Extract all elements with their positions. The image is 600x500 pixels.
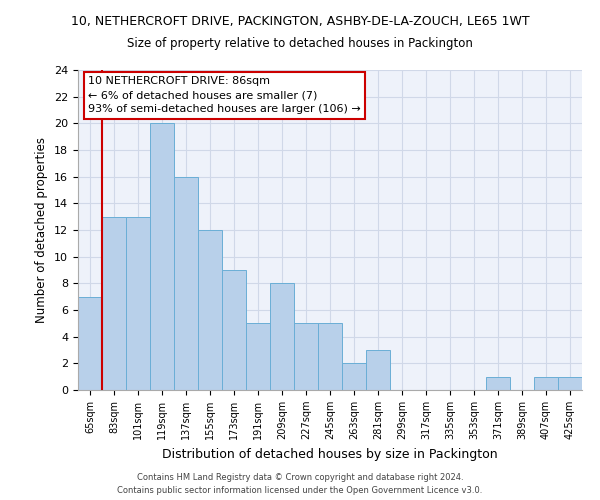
Bar [294, 324, 318, 390]
X-axis label: Distribution of detached houses by size in Packington: Distribution of detached houses by size … [162, 448, 498, 460]
Bar [198, 230, 222, 390]
Bar [126, 216, 150, 390]
Text: Contains HM Land Registry data © Crown copyright and database right 2024.
Contai: Contains HM Land Registry data © Crown c… [118, 474, 482, 495]
Bar [246, 324, 270, 390]
Text: 10, NETHERCROFT DRIVE, PACKINGTON, ASHBY-DE-LA-ZOUCH, LE65 1WT: 10, NETHERCROFT DRIVE, PACKINGTON, ASHBY… [71, 15, 529, 28]
Y-axis label: Number of detached properties: Number of detached properties [35, 137, 49, 323]
Bar [102, 216, 126, 390]
Bar [222, 270, 246, 390]
Bar [174, 176, 198, 390]
Bar [534, 376, 558, 390]
Bar [318, 324, 342, 390]
Bar [270, 284, 294, 390]
Text: Size of property relative to detached houses in Packington: Size of property relative to detached ho… [127, 38, 473, 51]
Bar [78, 296, 102, 390]
Bar [558, 376, 582, 390]
Bar [150, 124, 174, 390]
Bar [342, 364, 366, 390]
Text: 10 NETHERCROFT DRIVE: 86sqm
← 6% of detached houses are smaller (7)
93% of semi-: 10 NETHERCROFT DRIVE: 86sqm ← 6% of deta… [88, 76, 361, 114]
Bar [366, 350, 390, 390]
Bar [486, 376, 510, 390]
